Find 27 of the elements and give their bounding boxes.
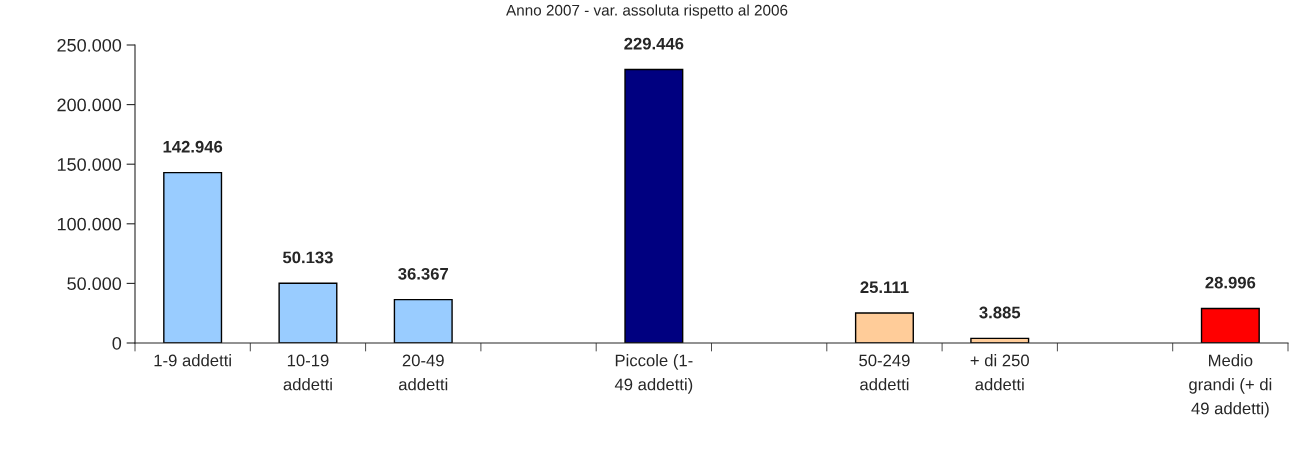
x-tick-label: 1-9 addetti <box>154 354 231 367</box>
y-tick-label: 150.000 <box>57 158 122 171</box>
x-tick-label: 10-19 addetti <box>283 354 332 391</box>
bar <box>163 171 223 343</box>
data-label: 142.946 <box>163 140 223 153</box>
data-label: 50.133 <box>282 251 333 264</box>
y-tick-label: 50.000 <box>67 277 122 291</box>
x-tick-label: + di 250 addetti <box>970 354 1029 391</box>
x-tick-label: Piccole (1- 49 addetti) <box>614 354 693 394</box>
y-tick-label: 200.000 <box>57 98 122 112</box>
x-tick-label: 20-49 addetti <box>398 354 448 391</box>
data-label: 25.111 <box>860 281 909 294</box>
data-label: 3.885 <box>979 306 1021 319</box>
x-tick-label: Medio grandi (+ di 49 addetti) <box>1189 354 1272 418</box>
y-tick-label: 250.000 <box>57 38 122 52</box>
bar <box>624 68 684 343</box>
chart-title: Anno 2007 - var. assoluta rispetto al 2006 <box>506 4 788 19</box>
x-tick-label: 50-249 addetti <box>859 354 910 391</box>
y-tick-label: 0 <box>112 336 122 350</box>
bar <box>1200 307 1260 343</box>
data-label: 229.446 <box>624 37 684 50</box>
data-label: 28.996 <box>1205 276 1256 289</box>
bar <box>854 312 914 343</box>
y-tick-label: 100.000 <box>57 217 122 231</box>
data-label: 36.367 <box>398 267 449 280</box>
bar <box>393 298 453 343</box>
bar <box>278 282 338 343</box>
